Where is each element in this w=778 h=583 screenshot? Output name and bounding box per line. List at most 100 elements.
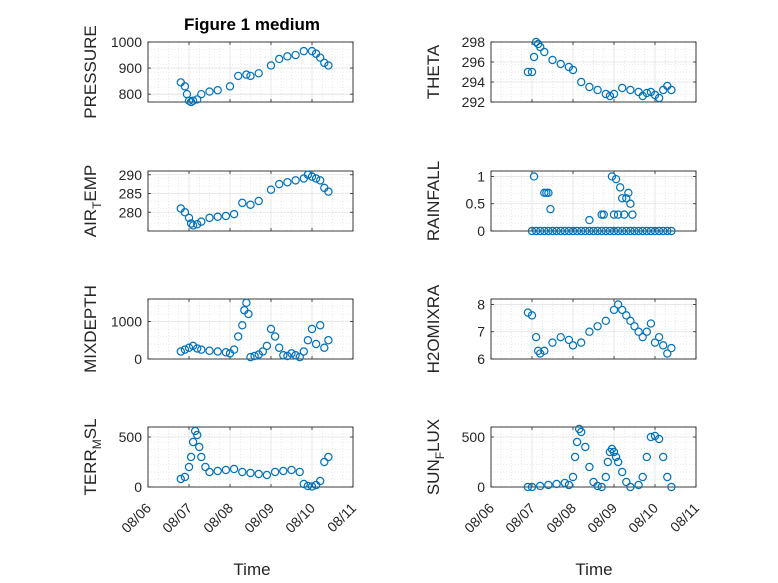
data-point [529,52,539,62]
subplot-5: 6 7 8 H2OMIXRA [424,284,697,373]
data-point [184,343,194,352]
y-tick-label: 8 [477,296,485,312]
data-point [316,476,325,486]
data-point [624,188,633,198]
data-point [295,352,304,362]
data-point [213,86,222,95]
data-point [642,327,652,336]
x-axis-label-right: Time [575,560,612,579]
axes-box [147,426,354,488]
data-point [186,452,196,462]
data-point [307,482,317,491]
data-point [568,472,578,482]
data-point [246,71,255,81]
data-point [250,351,259,361]
data-point [270,332,280,341]
data-point [195,442,204,452]
axes-box [490,41,697,103]
y-axis-label: TERRMSL [81,418,104,495]
data-point [646,226,656,236]
data-point [544,480,553,490]
data-point [527,482,537,492]
data-point [242,70,251,79]
data-point [642,226,652,236]
data-point [654,226,664,236]
data-point [556,59,565,69]
y-tick-label: 500 [119,429,143,445]
data-point [527,311,537,320]
data-point [622,477,631,487]
data-point [618,194,627,203]
data-point [536,226,545,236]
data-point [536,42,545,52]
data-point [262,341,272,351]
data-point [205,213,214,223]
subplot-0: 800 900 1000 PRESSURE [81,25,354,119]
data-point [654,434,664,444]
data-point [303,336,313,345]
data-point [531,226,541,236]
data-point [258,347,267,356]
data-point [201,462,210,472]
y-tick-label: 0.5 [466,196,486,212]
data-point [192,95,202,104]
data-point [540,47,549,57]
data-point [188,437,198,447]
data-point [589,226,598,236]
data-point [184,96,194,105]
x-tick-label: 08/07 [502,500,538,536]
data-point [307,324,317,334]
data-point [205,346,214,355]
data-point [225,82,235,91]
data-point [233,71,243,81]
y-axis-label: AIRTEMP [81,165,104,238]
data-point [527,67,537,77]
data-point [611,174,621,184]
data-point [638,226,647,236]
data-point [585,226,594,236]
data-point [307,46,317,56]
data-point [609,226,619,236]
data-point [291,351,300,360]
data-point [186,219,196,228]
data-point [303,481,313,491]
data-point [620,210,629,219]
data-point [531,332,541,342]
subplot-1: 292 294 296 298 THETA [424,34,697,110]
data-point [611,452,621,462]
data-point [238,321,247,330]
data-point [618,305,627,315]
data-point [568,65,578,75]
axes-box [490,426,697,488]
x-tick-label: 08/08 [200,500,236,536]
data-point [618,226,627,236]
axes-box [147,41,354,103]
y-axis-label: MIXDEPTH [81,285,100,373]
data-point [320,343,329,352]
data-point [564,226,574,236]
data-point [279,351,288,360]
x-tick-label: 08/09 [584,500,620,536]
data-point [626,85,635,95]
x-tick-label: 08/06 [461,500,497,536]
data-point [638,472,647,482]
data-point [626,316,635,326]
x-tick-label: 08/11 [667,500,703,536]
data-point [585,82,594,92]
data-point [556,332,565,342]
data-point [663,349,672,358]
data-point [593,226,602,236]
data-point [638,332,647,342]
x-tick-label: 08/06 [118,500,154,536]
data-point [229,209,239,219]
y-axis-label: SUNFLUX [424,419,447,495]
data-point [254,69,263,78]
data-point [244,309,253,319]
data-point [180,208,190,217]
data-point [626,199,635,208]
data-point [577,338,586,347]
data-point [568,226,578,236]
data-point [287,349,296,358]
data-point [307,172,317,181]
subplot-6: 08/06 08/07 08/08 08/09 08/10 08/11 0 500 TERRMS… [81,418,359,535]
